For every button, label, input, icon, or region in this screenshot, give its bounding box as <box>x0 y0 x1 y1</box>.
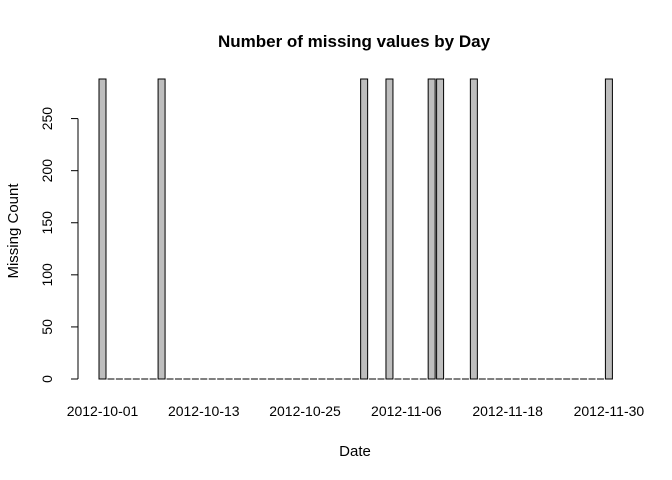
y-axis: 0 50 100 150 200 250 <box>39 107 79 383</box>
bar-2012-11-14 <box>469 78 478 380</box>
bar-2012-10-08 <box>157 78 166 380</box>
x-tick-label: 2012-10-13 <box>168 403 240 419</box>
bars-group <box>98 78 613 380</box>
bar-2012-10-01 <box>98 78 107 380</box>
bar-2012-11-04 <box>385 78 394 380</box>
bar-2012-11-10 <box>436 78 445 380</box>
y-tick-label: 250 <box>39 107 55 131</box>
bar-2012-11-30 <box>604 78 613 380</box>
x-tick-label: 2012-11-18 <box>472 403 543 419</box>
bar-2012-11-01 <box>360 78 369 380</box>
x-tick-label: 2012-11-30 <box>574 403 645 419</box>
y-tick-label: 100 <box>39 263 55 287</box>
y-axis-label: Missing Count <box>5 183 22 279</box>
x-tick-label: 2012-11-06 <box>371 403 442 419</box>
x-tick-label: 2012-10-01 <box>67 403 139 419</box>
chart-title: Number of missing values by Day <box>218 32 491 51</box>
y-tick-label: 50 <box>39 319 55 335</box>
bar-2012-11-09 <box>427 78 436 380</box>
y-tick-label: 200 <box>39 159 55 183</box>
x-tick-label: 2012-10-25 <box>269 403 341 419</box>
x-axis-tick-labels: 2012-10-01 2012-10-13 2012-10-25 2012-11-06… <box>67 403 645 419</box>
y-tick-label: 150 <box>39 211 55 235</box>
x-axis-label: Date <box>339 443 371 460</box>
y-tick-label: 0 <box>39 375 55 383</box>
